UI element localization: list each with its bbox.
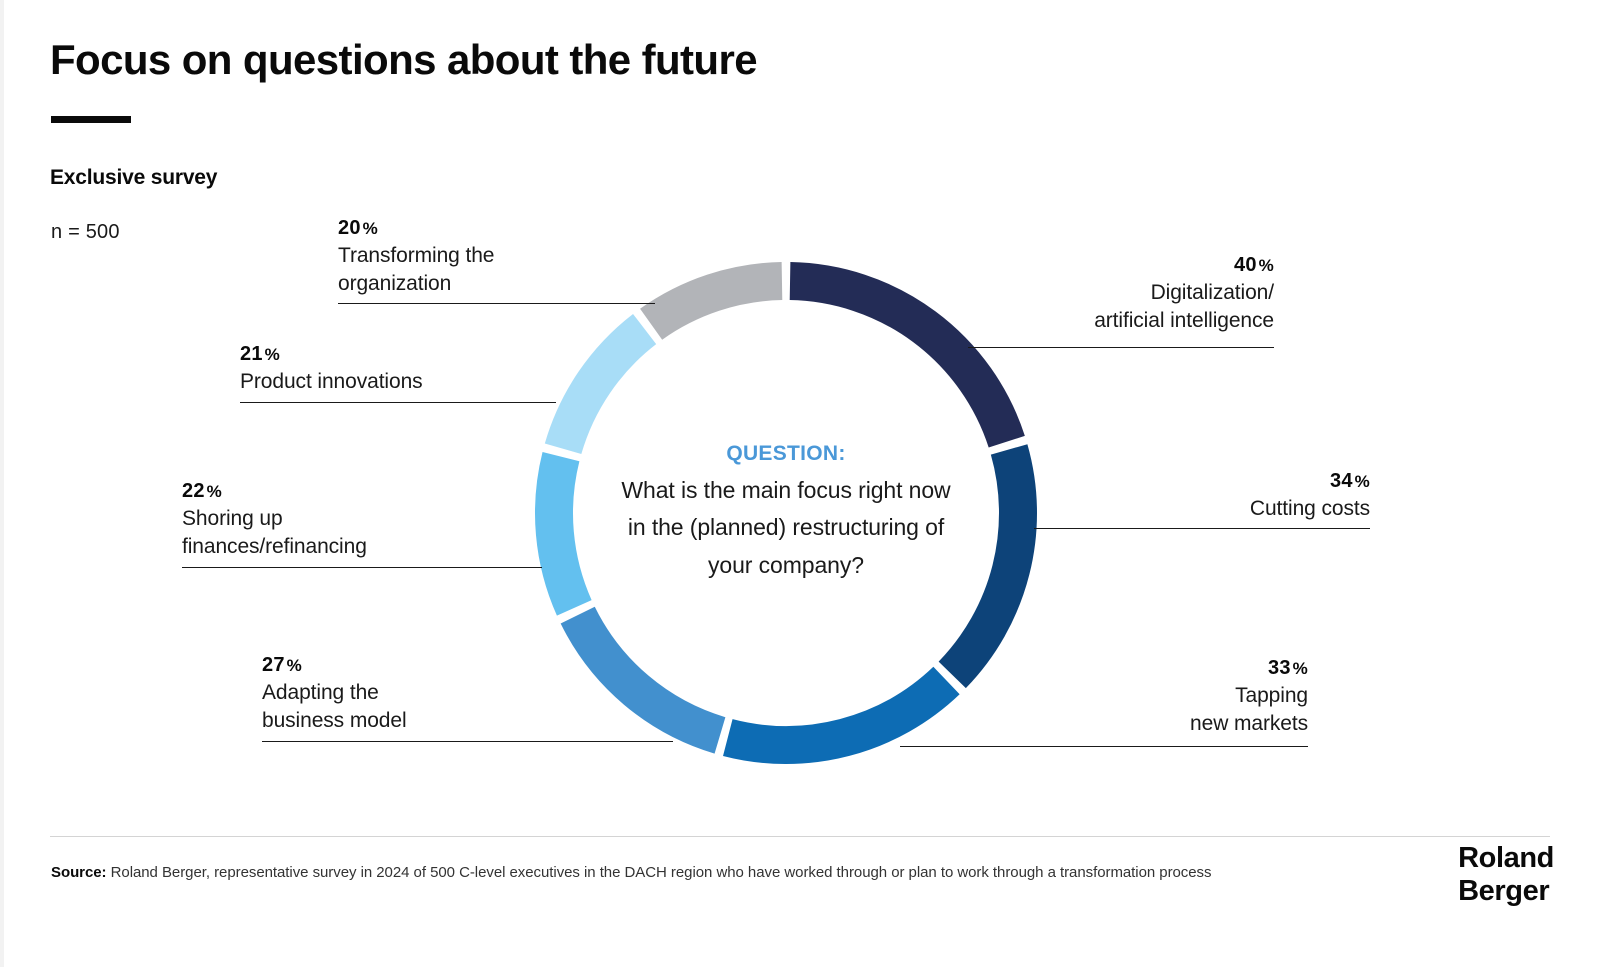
leader-line-adapting-business-model: [262, 741, 673, 742]
source-note: Source: Roland Berger, representative su…: [51, 862, 1281, 884]
callout-label: Cutting costs: [1249, 497, 1370, 520]
page-left-edge: [0, 0, 4, 967]
callout-percent: 40%: [1234, 254, 1274, 276]
leader-line-transforming: [338, 303, 655, 304]
leader-line-tapping-new-markets: [900, 746, 1308, 747]
callout-label: Adapting the business model: [262, 681, 407, 732]
callout-adapting-business-model: 27% Adapting the business model: [262, 652, 407, 735]
callout-percent: 20%: [338, 217, 378, 239]
title-underline-rule: [51, 116, 131, 123]
callout-percent: 33%: [1268, 657, 1308, 679]
page-title: Focus on questions about the future: [50, 36, 758, 83]
leader-line-digitalization-ai: [968, 347, 1274, 348]
donut-segment: [723, 666, 960, 764]
callout-label: Tapping new markets: [1190, 684, 1308, 735]
roland-berger-logo: Roland Berger: [1458, 842, 1554, 908]
logo-line-2: Berger: [1458, 874, 1550, 907]
footer-divider: [50, 836, 1550, 837]
callout-transforming-the-organization: 20% Transforming the organization: [338, 215, 494, 298]
callout-percent: 22%: [182, 480, 222, 502]
sample-size-label: n = 500: [51, 221, 120, 243]
donut-segment: [640, 262, 783, 340]
callout-percent: 21%: [240, 343, 280, 365]
callout-product-innovations: 21% Product innovations: [240, 341, 423, 396]
logo-line-1: Roland: [1458, 842, 1554, 874]
donut-segments: [535, 262, 1037, 764]
subtitle: Exclusive survey: [50, 166, 218, 189]
source-label: Source:: [51, 864, 107, 881]
callout-shoring-up-finances: 22% Shoring up finances/refinancing: [182, 478, 367, 561]
callout-cutting-costs: 34% Cutting costs: [970, 468, 1370, 523]
donut-segment: [535, 451, 592, 616]
donut-segment: [560, 606, 726, 754]
leader-line-shoring-up-finances: [182, 567, 542, 568]
callout-percent: 34%: [1330, 470, 1370, 492]
donut-chart-svg: [535, 262, 1037, 764]
callout-digitalization-ai: 40% Digitalization/ artificial intellige…: [874, 252, 1274, 335]
donut-segment: [938, 444, 1037, 689]
donut-segment: [789, 262, 1025, 448]
callout-label: Product innovations: [240, 370, 423, 393]
callout-label: Transforming the organization: [338, 244, 495, 295]
leader-line-product-innovations: [240, 402, 556, 403]
callout-percent: 27%: [262, 654, 302, 676]
callout-tapping-new-markets: 33% Tapping new markets: [908, 655, 1308, 738]
leader-line-cutting-costs: [1034, 528, 1370, 529]
source-text: Roland Berger, representative survey in …: [106, 864, 1212, 881]
donut-segment: [544, 314, 657, 455]
callout-label: Shoring up finances/refinancing: [182, 507, 367, 558]
callout-label: Digitalization/ artificial intelligence: [1094, 281, 1274, 332]
